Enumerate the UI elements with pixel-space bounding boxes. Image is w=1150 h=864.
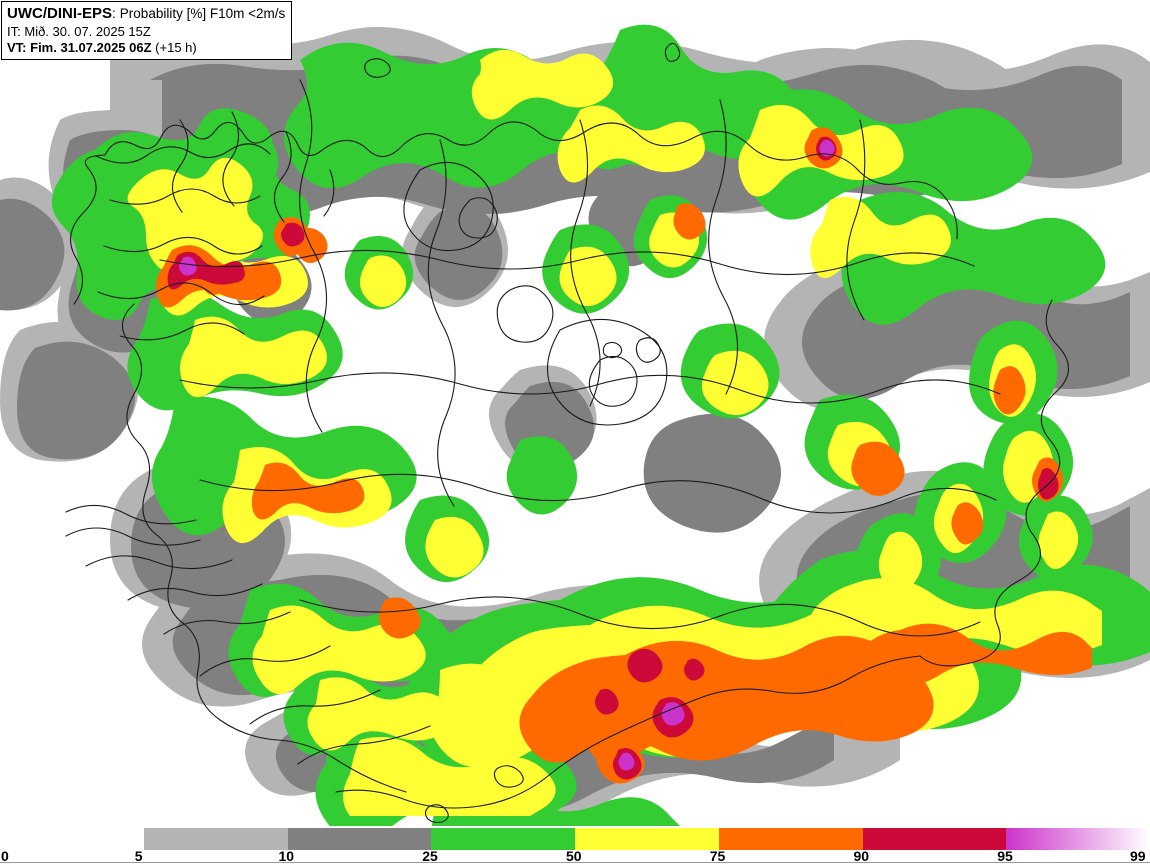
- map-canvas: [0, 24, 1150, 826]
- colorbar-segment-95-99: [1006, 828, 1150, 850]
- colorbar-segment-50-75: [575, 828, 719, 850]
- colorbar-tick-25: 25: [422, 848, 438, 864]
- info-line-valid: VT: Fim. 31.07.2025 06Z (+15 h): [7, 40, 285, 56]
- colorbar-segment-10-25: [287, 828, 432, 850]
- colorbar-tick-95: 95: [997, 848, 1013, 864]
- valid-time-value: Fim. 31.07.2025 06Z: [30, 39, 152, 55]
- band-95-99: [179, 140, 835, 771]
- probability-map[interactable]: [0, 0, 1150, 826]
- colorbar-tick-labels: 0 5 10 25 50 75 90 95 99: [0, 848, 1150, 864]
- info-line-init: IT: Mið. 30. 07. 2025 15Z: [7, 24, 285, 40]
- colorbar-legend: 0 5 10 25 50 75 90 95 99: [0, 826, 1150, 863]
- model-separator: :: [112, 6, 116, 21]
- map-info-legend: UWC/DINI-EPS: Probability [%] F10m <2m/s…: [1, 1, 293, 61]
- colorbar-tick-10: 10: [278, 848, 295, 864]
- colorbar-tick-0: 0: [1, 848, 9, 864]
- init-time-label: IT:: [7, 23, 21, 39]
- valid-time-label: VT:: [7, 39, 27, 55]
- colorbar-tick-90: 90: [853, 848, 870, 864]
- colorbar-segment-25-50: [431, 828, 575, 850]
- lead-time-value: (+15 h): [155, 39, 197, 55]
- colorbar-gradient[interactable]: [0, 828, 1150, 850]
- colorbar-segment-75-90: [718, 828, 863, 850]
- init-time-value: Mið. 30. 07. 2025 15Z: [24, 23, 151, 39]
- colorbar-segment-0-5: [0, 828, 144, 850]
- colorbar-tick-99: 99: [1130, 848, 1146, 864]
- colorbar-tick-5: 5: [134, 848, 143, 864]
- colorbar-segment-5-10: [143, 828, 288, 850]
- colorbar-tick-75: 75: [709, 848, 726, 864]
- colorbar-tick-50: 50: [566, 848, 582, 864]
- info-line-model: UWC/DINI-EPS: Probability [%] F10m <2m/s: [7, 5, 285, 24]
- parameter-label: Probability [%] F10m <2m/s: [119, 6, 286, 21]
- colorbar-segment-90-95: [862, 828, 1007, 850]
- probability-shading: [0, 24, 1150, 826]
- model-name: UWC/DINI-EPS: [7, 5, 112, 22]
- coastline-layer: [65, 42, 1070, 823]
